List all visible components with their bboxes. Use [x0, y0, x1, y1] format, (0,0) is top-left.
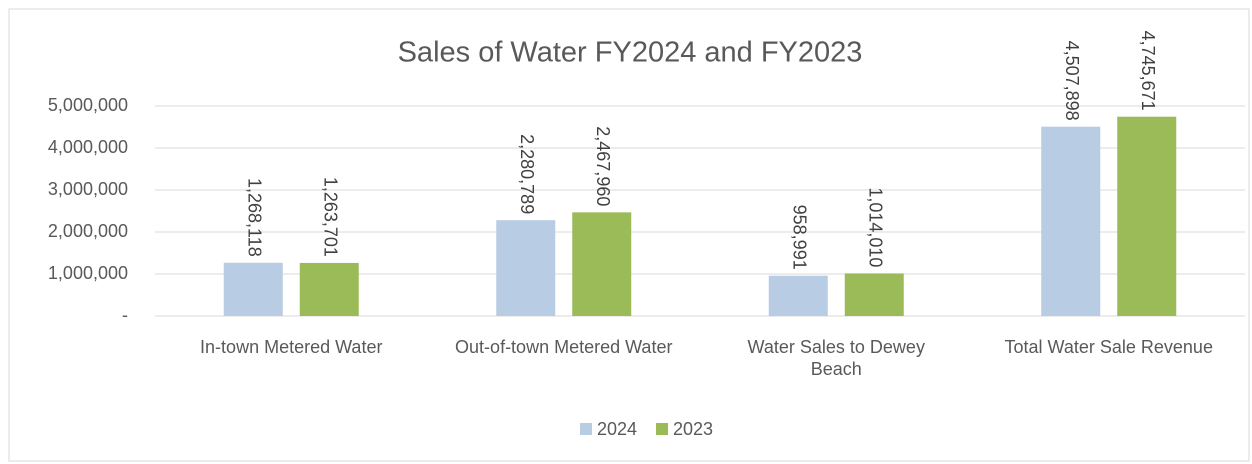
- data-label: 1,263,701: [321, 177, 341, 257]
- bar: [768, 275, 828, 316]
- data-label: 1,014,010: [866, 187, 886, 267]
- x-tick-label: In-town Metered Water: [200, 337, 383, 357]
- chart-title: Sales of Water FY2024 and FY2023: [398, 37, 863, 69]
- data-label: 2,280,789: [517, 134, 537, 214]
- y-tick-label: 4,000,000: [48, 137, 128, 157]
- y-tick-label: 3,000,000: [48, 179, 128, 199]
- bar: [223, 262, 283, 316]
- bar: [1041, 126, 1101, 317]
- data-label: 958,991: [790, 205, 810, 270]
- y-tick-label: -: [122, 305, 128, 325]
- y-tick-label: 5,000,000: [48, 95, 128, 115]
- bar: [572, 212, 632, 316]
- legend-swatch: [580, 423, 592, 435]
- data-label: 1,268,118: [245, 178, 265, 257]
- x-tick-label: Total Water Sale Revenue: [1004, 337, 1213, 357]
- x-tick-label: Out-of-town Metered Water: [455, 337, 673, 357]
- data-label: 2,467,960: [593, 126, 613, 206]
- legend-label: 2023: [673, 419, 713, 439]
- bar: [299, 262, 359, 316]
- legend-label: 2024: [597, 419, 637, 439]
- data-label: 4,745,671: [1138, 31, 1158, 111]
- bar: [844, 273, 904, 316]
- data-label: 4,507,898: [1062, 41, 1082, 121]
- legend-swatch: [656, 423, 668, 435]
- x-tick-label: Water Sales to Dewey Beach: [747, 337, 925, 379]
- y-tick-label: 2,000,000: [48, 221, 128, 241]
- bar: [1117, 116, 1177, 316]
- bar: [496, 220, 556, 316]
- y-tick-label: 1,000,000: [48, 263, 128, 283]
